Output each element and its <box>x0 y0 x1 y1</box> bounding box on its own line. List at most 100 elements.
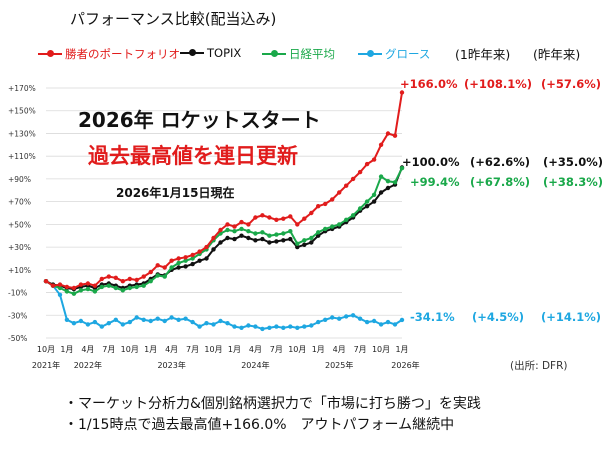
data-point <box>364 199 370 204</box>
legend-label: TOPIX <box>207 46 242 60</box>
data-point <box>204 244 209 250</box>
legend-label: グロース <box>385 47 431 61</box>
series-line <box>45 167 403 295</box>
data-point <box>148 279 153 284</box>
series-line <box>45 167 403 291</box>
data-point <box>316 230 321 235</box>
data-point <box>371 192 377 197</box>
data-point <box>350 213 356 218</box>
data-point <box>85 286 91 292</box>
data-point <box>211 322 216 327</box>
data-point <box>71 321 77 326</box>
data-point <box>155 263 160 268</box>
data-point <box>183 258 188 263</box>
data-point <box>281 238 286 243</box>
data-point <box>385 179 391 184</box>
data-point <box>141 274 146 279</box>
x-tick-label: 4月 <box>165 345 178 354</box>
x-tick-label: 4月 <box>249 345 262 354</box>
year-label: 2022年 <box>74 360 102 370</box>
legend-swatch <box>358 50 382 57</box>
data-point <box>92 283 98 288</box>
data-point <box>232 229 237 234</box>
data-point <box>399 90 405 95</box>
data-point <box>113 317 119 322</box>
data-point <box>323 226 328 232</box>
data-point <box>316 319 321 325</box>
data-point <box>169 315 174 320</box>
data-point <box>392 322 398 327</box>
y-tick-label: -30% <box>8 311 27 320</box>
data-point <box>99 276 105 282</box>
headline: 2026年 ロケットスタート <box>78 108 321 132</box>
data-point <box>106 321 112 326</box>
return-1y-portfolio: (+108.1%) <box>464 77 533 91</box>
data-point <box>141 317 146 322</box>
data-point <box>302 242 307 247</box>
data-point <box>357 169 363 175</box>
data-point <box>246 235 251 241</box>
data-point <box>190 319 195 325</box>
data-point <box>232 236 237 242</box>
data-point <box>344 217 349 222</box>
data-point <box>120 288 126 293</box>
data-point <box>190 252 195 258</box>
final-value-portfolio: +166.0% <box>400 77 458 91</box>
column-header-since-last-year: (昨年来) <box>533 47 581 62</box>
return-1y-topix: (+62.6%) <box>470 155 531 169</box>
data-point <box>176 265 181 270</box>
data-point <box>399 166 405 171</box>
data-point <box>169 258 174 263</box>
data-point <box>232 324 237 329</box>
data-point <box>204 256 209 261</box>
series-line <box>45 280 403 330</box>
data-point <box>113 275 119 280</box>
series-line <box>45 92 403 289</box>
data-point <box>85 322 91 327</box>
data-point <box>190 256 195 261</box>
x-tick-label: 4月 <box>81 345 94 354</box>
legend-swatch <box>262 50 286 57</box>
data-point <box>399 317 405 323</box>
x-tick-label: 1月 <box>312 345 325 354</box>
return-1y-nikkei: (+67.8%) <box>470 175 531 189</box>
data-point <box>225 222 230 227</box>
data-point <box>43 279 49 284</box>
data-point <box>385 185 391 191</box>
y-tick-label: +110% <box>8 152 36 161</box>
data-point <box>211 247 216 252</box>
data-point <box>127 319 132 325</box>
data-point <box>204 321 209 326</box>
x-tick-label: 1月 <box>395 345 408 354</box>
data-point <box>330 315 335 320</box>
data-point <box>295 241 300 246</box>
data-point <box>281 216 286 221</box>
year-label: 2026年 <box>391 360 419 370</box>
data-point <box>197 258 202 263</box>
data-point <box>267 233 272 238</box>
data-point <box>148 318 153 324</box>
data-point <box>64 317 70 322</box>
x-tick-label: 1月 <box>228 345 241 354</box>
data-point <box>183 255 188 260</box>
data-point <box>71 285 77 291</box>
data-point <box>120 279 126 284</box>
data-point <box>337 316 342 321</box>
bullet-point: ・1/15時点で過去最高値+166.0% アウトパフォーム継続中 <box>64 417 455 433</box>
y-tick-label: +50% <box>8 220 31 229</box>
data-point <box>295 222 300 227</box>
x-tick-label: 10月 <box>288 345 306 354</box>
data-point <box>120 322 126 327</box>
data-point <box>392 133 398 138</box>
x-tick-label: 10月 <box>37 345 55 354</box>
data-point <box>385 319 391 325</box>
data-point <box>274 239 279 244</box>
data-point <box>92 319 98 325</box>
data-point <box>295 325 300 330</box>
data-point <box>330 197 335 202</box>
y-tick-label: +130% <box>8 129 36 138</box>
x-tick-label: 7月 <box>354 345 367 354</box>
data-point <box>50 283 56 288</box>
x-tick-label: 1月 <box>144 345 157 354</box>
